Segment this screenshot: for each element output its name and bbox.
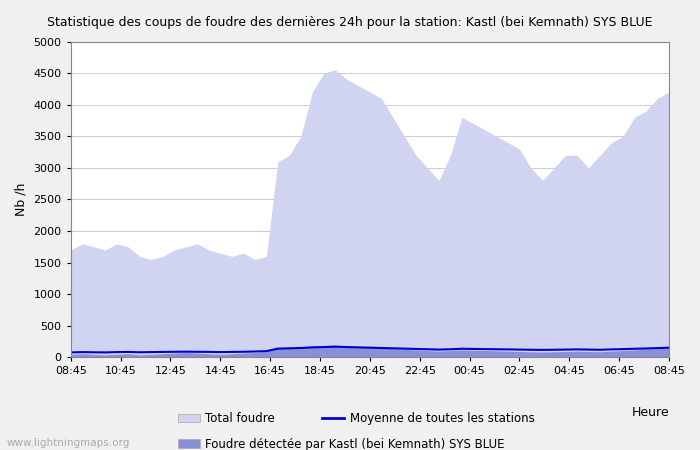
Text: www.lightningmaps.org: www.lightningmaps.org (7, 438, 130, 448)
Legend: Foudre détectée par Kastl (bei Kemnath) SYS BLUE: Foudre détectée par Kastl (bei Kemnath) … (178, 438, 505, 450)
Text: Statistique des coups de foudre des dernières 24h pour la station: Kastl (bei Ke: Statistique des coups de foudre des dern… (48, 16, 652, 29)
Y-axis label: Nb /h: Nb /h (15, 183, 28, 216)
Text: Heure: Heure (631, 406, 669, 419)
